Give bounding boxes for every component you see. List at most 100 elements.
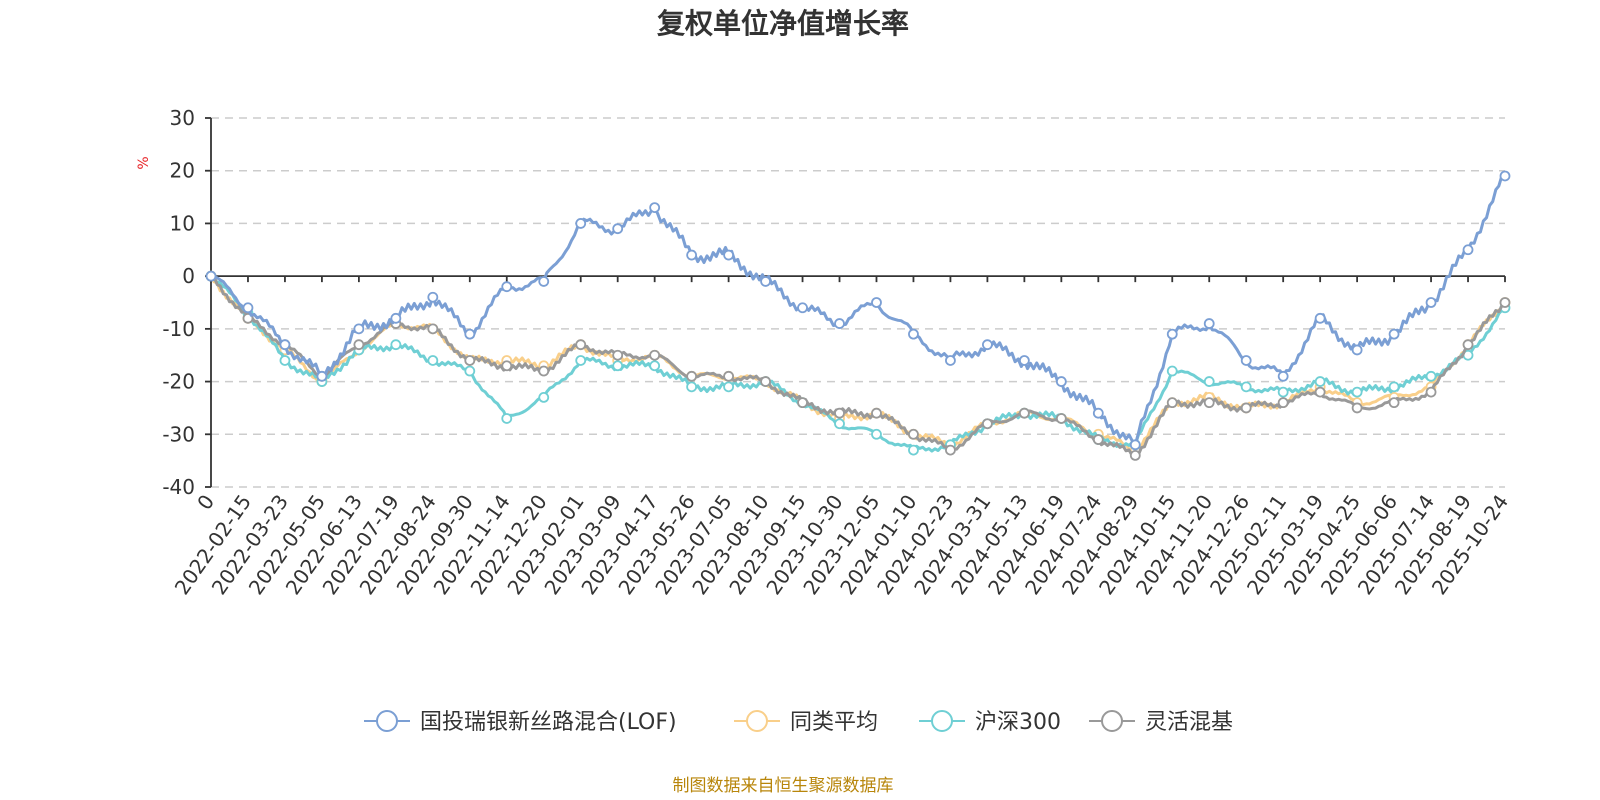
data-point — [1092, 434, 1104, 445]
series-line — [210, 274, 1507, 458]
data-point — [1203, 318, 1215, 329]
data-point — [1203, 397, 1215, 409]
data-point — [797, 302, 808, 314]
y-tick-label: 30 — [170, 106, 195, 130]
data-point — [205, 270, 217, 282]
data-point — [1240, 381, 1252, 393]
legend-label: 沪深300 — [975, 710, 1061, 735]
series-0 — [205, 170, 1511, 451]
data-point — [649, 360, 661, 372]
data-point — [1351, 344, 1363, 356]
y-tick-label: -10 — [162, 317, 195, 341]
data-point — [649, 349, 661, 361]
data-point — [1055, 376, 1067, 387]
data-point — [1018, 355, 1030, 366]
legend-marker — [931, 710, 953, 732]
y-tick-label: 10 — [170, 211, 195, 235]
data-point — [464, 328, 476, 340]
series-line — [209, 275, 1507, 452]
data-point — [1351, 402, 1363, 414]
data-point — [686, 381, 698, 393]
data-point — [1129, 439, 1141, 451]
data-point — [1055, 413, 1067, 424]
y-tick-label: 0 — [182, 264, 195, 288]
data-point — [1425, 386, 1437, 398]
data-point — [1499, 297, 1511, 308]
data-point — [316, 370, 328, 382]
axis-layer: 3020100-10-20-30-4002022-02-152022-03-23… — [162, 106, 1513, 599]
data-point — [1240, 402, 1252, 414]
data-point — [501, 281, 513, 293]
data-point — [834, 418, 845, 430]
legend[interactable]: 国投瑞银新丝路混合(LOF) 同类平均 沪深300 灵活混基 — [364, 710, 1233, 735]
data-point — [575, 355, 587, 366]
source-note: 制图数据来自恒生聚源数据库 — [673, 776, 894, 796]
data-point — [538, 276, 550, 287]
data-point — [945, 444, 956, 456]
data-point — [1351, 386, 1363, 398]
data-point — [871, 297, 882, 308]
data-point — [686, 370, 698, 382]
legend-marker — [376, 710, 398, 732]
data-point — [723, 370, 734, 382]
data-point — [723, 381, 734, 393]
x-tick-label: 0 — [192, 490, 219, 514]
legend-label: 灵活混基 — [1145, 710, 1233, 735]
data-point — [501, 360, 513, 372]
data-point — [760, 276, 771, 287]
data-point — [1462, 244, 1474, 256]
legend-marker — [746, 710, 768, 732]
data-point — [1166, 365, 1178, 377]
data-point — [1166, 397, 1178, 409]
y-tick-label: 20 — [170, 159, 195, 183]
data-point — [1462, 339, 1474, 351]
legend-item[interactable]: 国投瑞银新丝路混合(LOF) — [364, 710, 677, 735]
data-point — [1388, 328, 1400, 340]
series-2 — [205, 270, 1511, 456]
legend-label: 国投瑞银新丝路混合(LOF) — [420, 710, 677, 735]
data-point — [1314, 386, 1326, 398]
data-point — [649, 202, 661, 214]
data-point — [945, 355, 956, 366]
data-point — [908, 444, 919, 456]
data-point — [427, 323, 439, 335]
series-line — [210, 174, 1506, 447]
data-point — [427, 355, 439, 366]
data-point — [1240, 355, 1252, 366]
grid-layer — [211, 117, 1505, 488]
data-point — [279, 355, 291, 366]
y-tick-label: -20 — [162, 370, 195, 394]
series-layer — [205, 170, 1511, 461]
legend-item[interactable]: 沪深300 — [919, 710, 1061, 735]
data-point — [1129, 449, 1141, 461]
data-point — [390, 312, 402, 324]
data-point — [242, 302, 254, 314]
data-point — [871, 407, 882, 419]
data-point — [464, 365, 476, 377]
data-point — [1277, 370, 1289, 382]
data-point — [982, 339, 993, 351]
series-line — [209, 275, 1506, 453]
data-point — [1314, 312, 1326, 324]
data-point — [353, 323, 365, 335]
data-point — [1314, 376, 1326, 387]
legend-item[interactable]: 灵活混基 — [1089, 710, 1233, 735]
y-tick-label: -30 — [162, 422, 195, 446]
data-point — [279, 339, 291, 351]
legend-item[interactable]: 同类平均 — [734, 710, 878, 735]
data-point — [834, 407, 845, 419]
legend-marker — [1101, 710, 1123, 732]
data-point — [1388, 381, 1400, 393]
y-axis-unit: % — [136, 156, 152, 169]
data-point — [575, 339, 587, 351]
data-point — [464, 355, 476, 366]
data-point — [797, 397, 808, 409]
data-point — [982, 418, 993, 430]
data-point — [1166, 328, 1178, 340]
data-point — [834, 318, 845, 329]
data-point — [1425, 370, 1437, 382]
data-point — [1499, 170, 1511, 182]
data-point — [1277, 397, 1289, 409]
data-point — [501, 413, 513, 424]
